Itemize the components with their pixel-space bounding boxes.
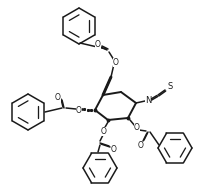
Text: O: O [133, 124, 139, 133]
Text: O: O [76, 105, 82, 114]
Text: O: O [95, 40, 100, 49]
Text: N: N [144, 96, 150, 104]
Text: O: O [101, 126, 106, 135]
Text: O: O [112, 57, 118, 66]
Text: O: O [137, 142, 143, 151]
Text: S: S [167, 82, 172, 91]
Text: O: O [55, 92, 61, 101]
Text: O: O [111, 145, 116, 154]
